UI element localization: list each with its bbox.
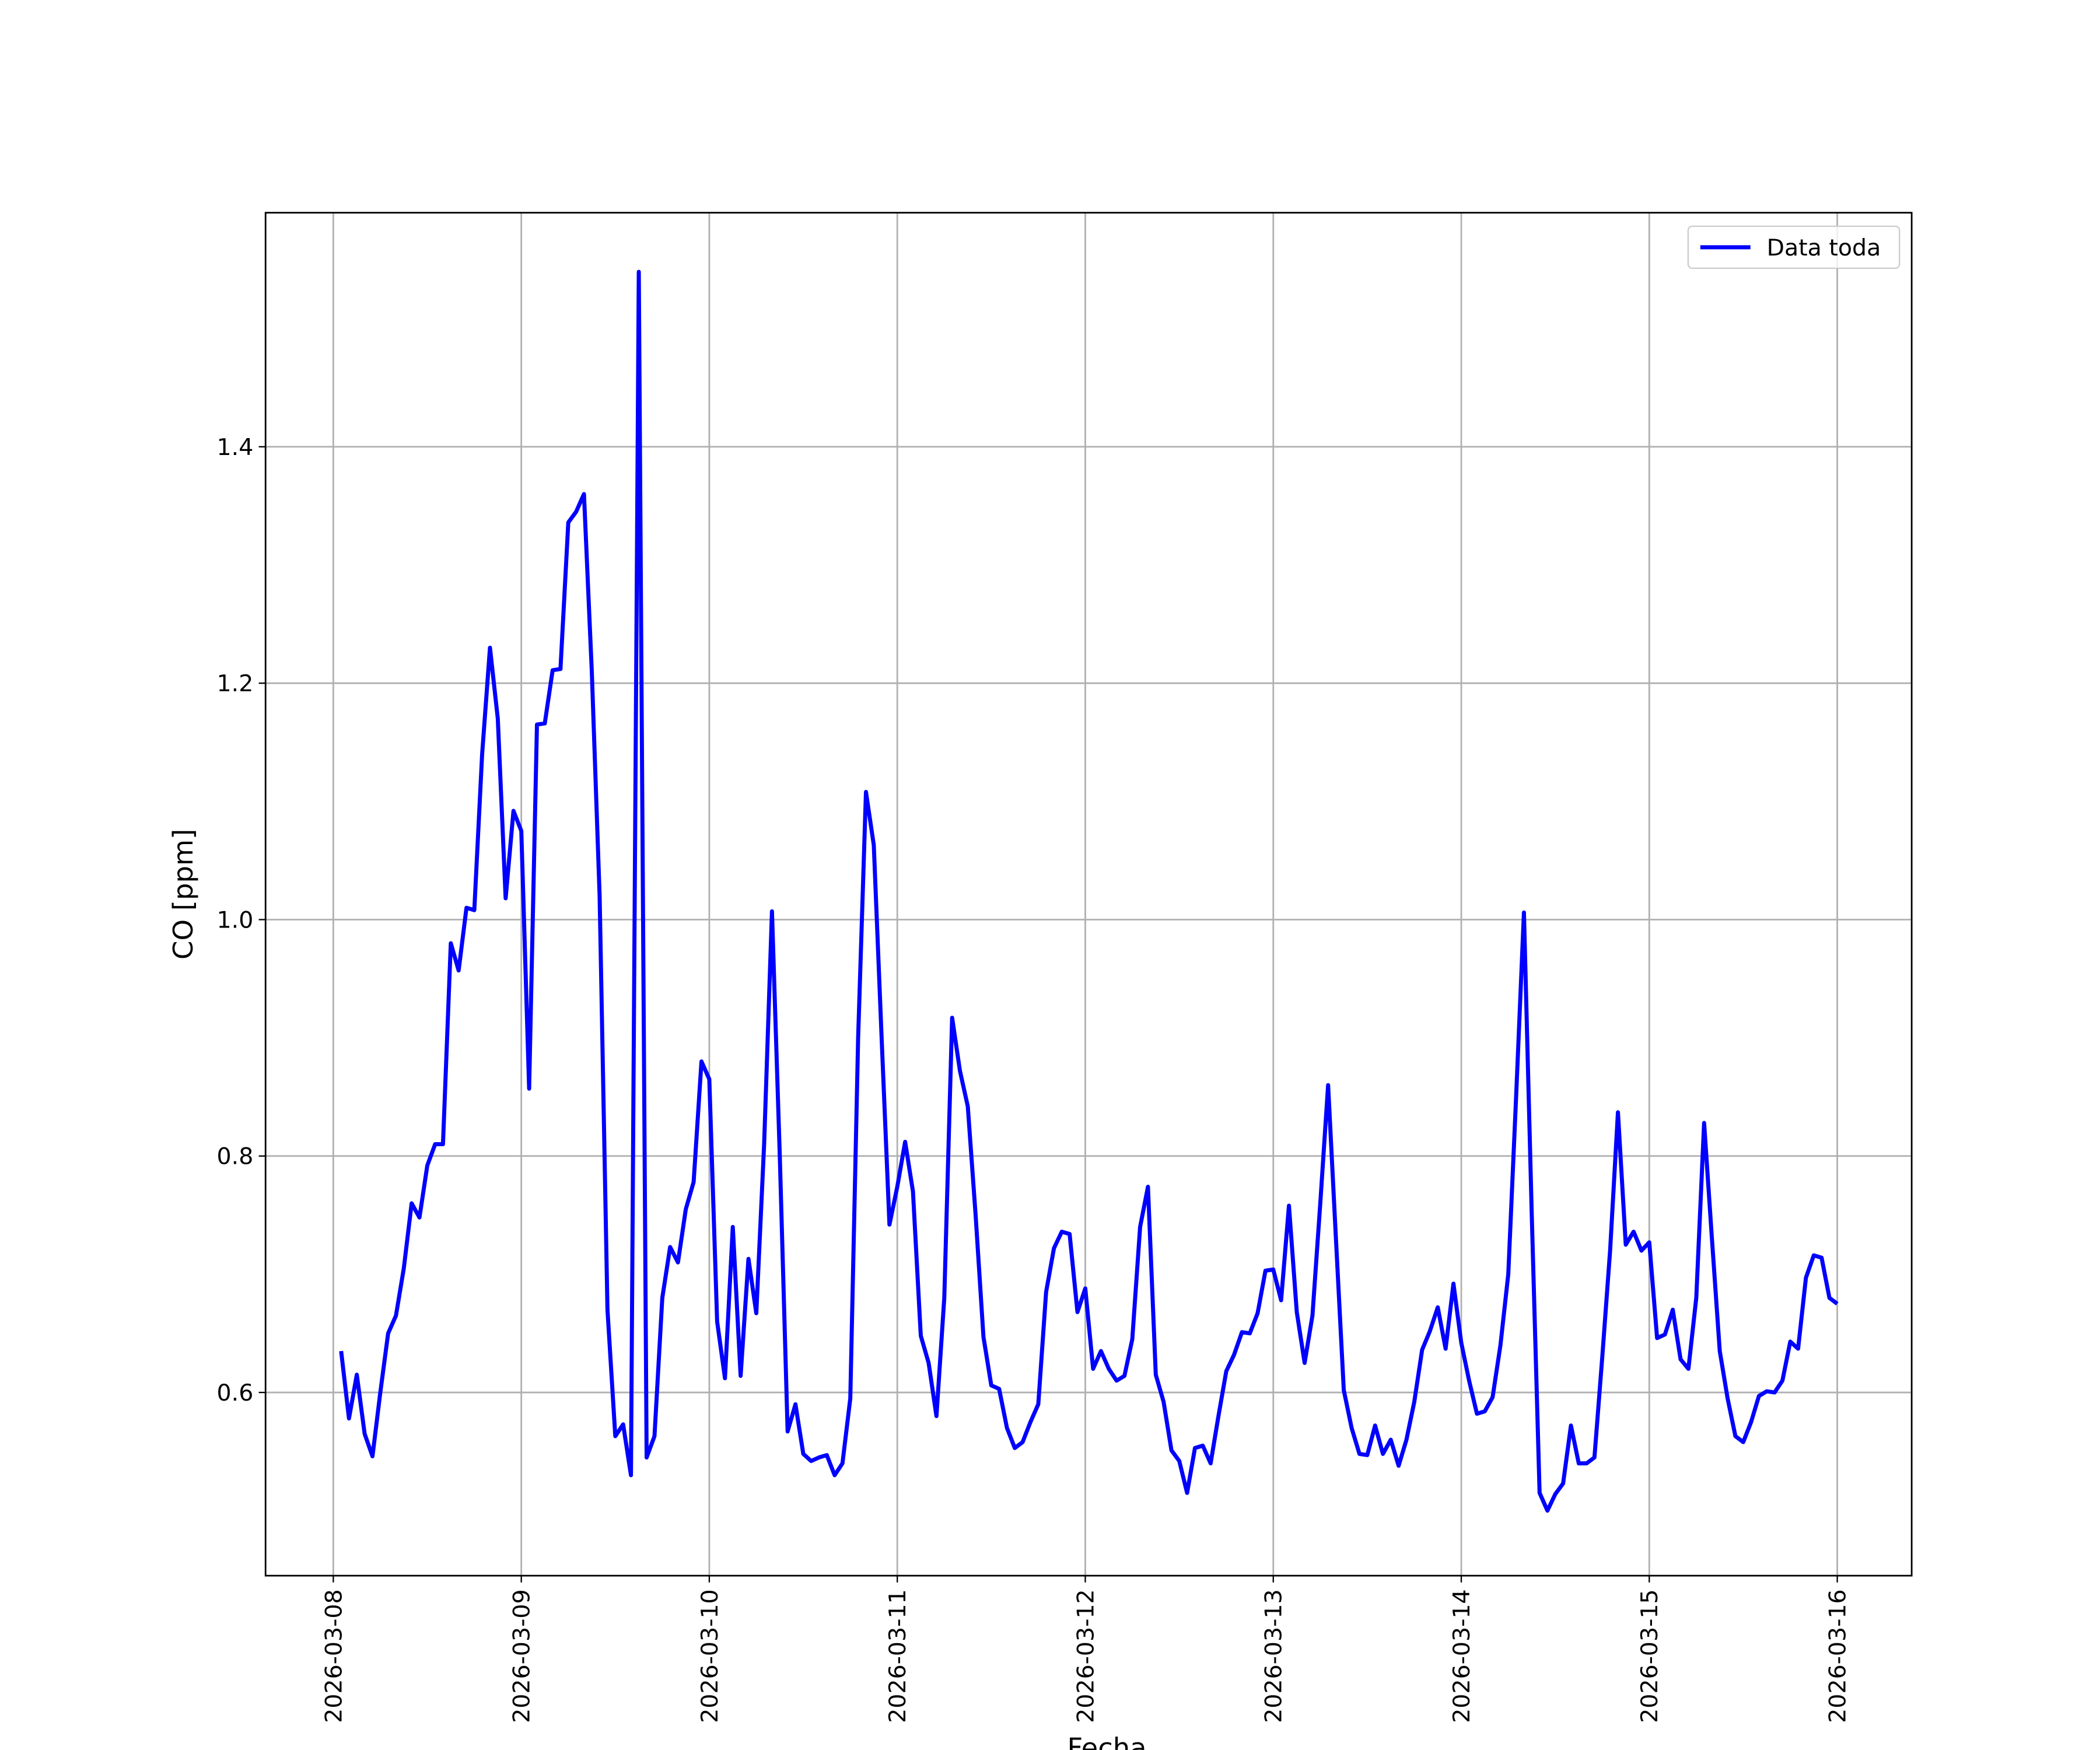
y-axis-label: CO [ppm]: [167, 829, 199, 960]
grid: [265, 212, 1912, 1576]
x-tick-label: 2026-03-13: [1261, 1589, 1287, 1723]
x-tick-label: 2026-03-12: [1072, 1589, 1099, 1723]
x-tick-label: 2026-03-15: [1636, 1589, 1663, 1723]
axes-frame: [264, 212, 1913, 1577]
x-tick-label: 2026-03-11: [884, 1589, 911, 1723]
y-tick-label: 1.4: [217, 434, 254, 461]
x-tick-label: 2026-03-10: [696, 1589, 723, 1723]
x-tick-label: 2026-03-14: [1448, 1589, 1475, 1723]
legend-box: [1687, 225, 1901, 270]
x-axis-label: Fecha: [1067, 1732, 1146, 1750]
plot-area: [339, 270, 1839, 1513]
legend: Data toda: [1687, 225, 1901, 270]
x-tick-label: 2026-03-09: [509, 1589, 536, 1723]
y-tick-label: 1.2: [217, 670, 254, 697]
legend-label: Data toda: [1767, 235, 1881, 261]
ticks: 0.6 0.8 1.0 1.2 1.4 2026-03-08 2026-03-09 2026-…: [217, 434, 1852, 1723]
x-tick-label: 2026-03-08: [320, 1589, 347, 1723]
y-tick-label: 0.6: [217, 1380, 254, 1406]
y-tick-label: 1.0: [217, 907, 254, 933]
x-tick-label: 2026-03-16: [1825, 1589, 1852, 1723]
y-tick-label: 0.8: [217, 1143, 254, 1170]
data-line: [339, 270, 1839, 1513]
